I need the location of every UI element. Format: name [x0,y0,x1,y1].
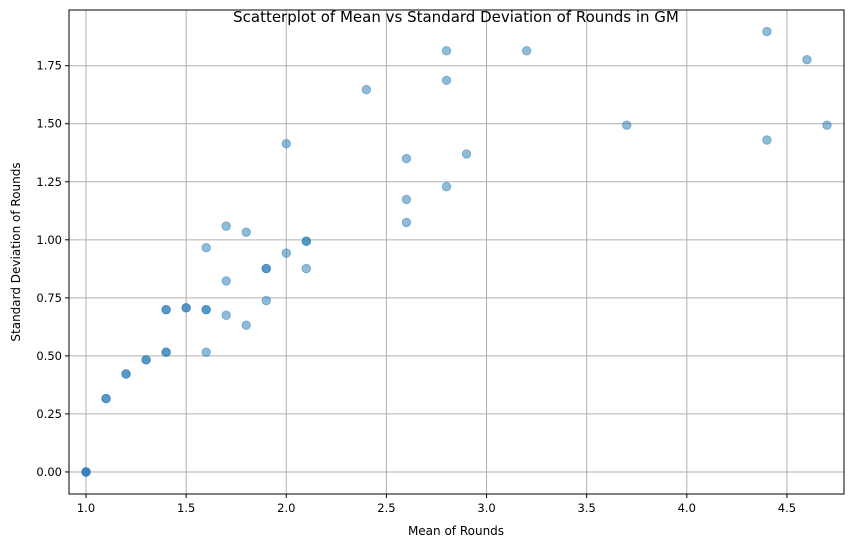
x-tick-label: 1.5 [177,501,195,515]
scatter-point [441,75,452,86]
y-tick-label: 0.75 [36,291,62,305]
y-tick-label: 0.25 [36,407,62,421]
scatter-point [221,310,231,320]
y-tick-label: 0.00 [36,465,62,479]
y-tick-label: 0.50 [36,349,62,363]
axis-ticks: 1.0 1.5 2.0 2.5 3.0 3.5 4.0 4.5 0.00 0.25 0.50 0.75… [36,59,796,515]
scatter-point [281,139,291,149]
y-tick-label: 1.00 [36,233,62,247]
plot-area-frame [68,9,845,495]
scatter-point [161,347,171,357]
scatter-point [401,217,412,228]
scatter-point [201,347,211,357]
scatter-point [281,248,291,258]
scatter-point [241,320,251,330]
scatter-point [181,303,191,313]
scatter-point [81,467,91,477]
scatter-point [301,263,312,274]
x-tick-label: 3.0 [477,501,495,515]
scatter-point [521,46,532,56]
scatter-point [221,276,231,286]
scatter-point [401,194,412,205]
scatter-point [141,355,151,365]
scatter-point [441,181,452,192]
x-axis-label: Mean of Rounds [408,524,504,538]
scatter-point [762,135,772,145]
scatter-point [261,263,271,274]
x-tick-label: 4.5 [778,501,796,515]
scatter-point [361,84,372,95]
y-tick-label: 1.75 [36,59,62,73]
x-tick-label: 3.5 [578,501,596,515]
data-points [81,26,832,477]
scatter-point [261,295,271,306]
scatter-point [201,304,211,315]
scatter-point [441,46,452,56]
scatter-point [762,26,772,37]
scatter-point [161,304,171,315]
scatter-point [622,120,632,130]
x-tick-label: 2.0 [277,501,295,515]
scatter-point [221,221,231,231]
scatter-point [301,236,312,246]
x-tick-label: 4.0 [678,501,696,515]
scatter-point [802,54,812,65]
scatter-point [401,153,412,164]
x-tick-label: 1.0 [77,501,95,515]
scatter-point [201,243,211,253]
scatter-point [101,393,111,404]
y-tick-label: 1.25 [36,175,62,189]
x-tick-label: 2.5 [377,501,395,515]
scatter-point [822,120,832,130]
grid-layer [69,10,844,494]
y-axis-label: Standard Deviation of Rounds [9,162,23,341]
scatter-point [461,149,472,159]
scatter-point [121,369,131,379]
chart-title: Scatterplot of Mean vs Standard Deviatio… [233,8,679,26]
y-tick-label: 1.50 [36,117,62,131]
scatter-point [241,227,251,237]
